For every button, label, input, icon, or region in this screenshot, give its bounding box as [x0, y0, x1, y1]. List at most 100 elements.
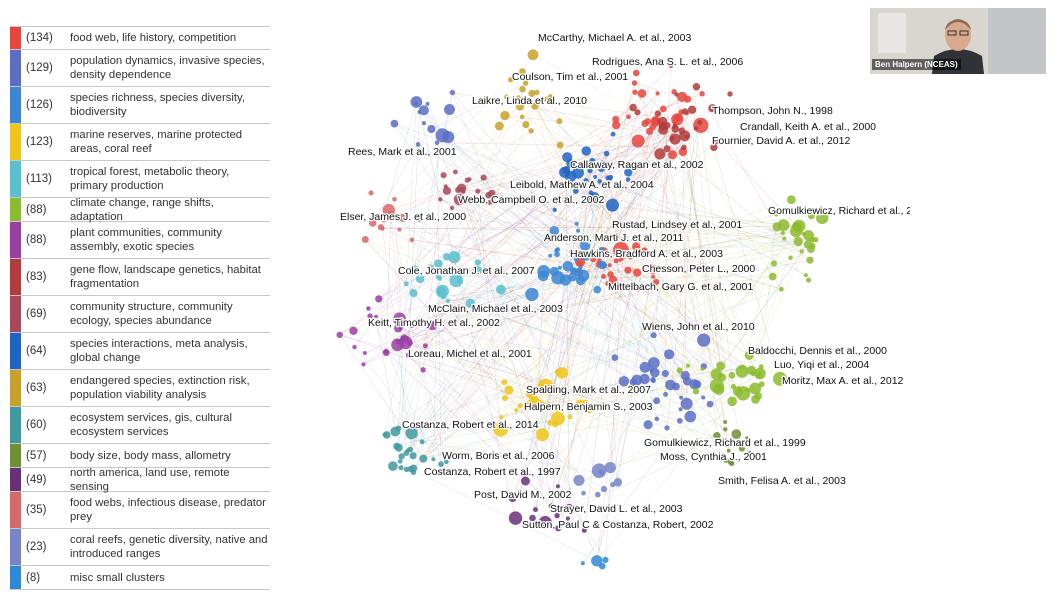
network-edge — [423, 384, 671, 459]
network-edge — [683, 147, 721, 366]
legend-row: (69) community structure, community ecolo… — [10, 296, 270, 333]
network-edge — [380, 226, 555, 231]
network-node — [517, 403, 523, 409]
network-edge — [431, 128, 743, 449]
network-node — [352, 344, 357, 350]
network-edge — [363, 147, 684, 365]
network-node — [801, 232, 806, 236]
network-edge — [576, 258, 718, 387]
network-node — [465, 298, 475, 308]
network-edge — [405, 267, 560, 343]
network-node — [671, 113, 684, 126]
legend-label: coral reefs, genetic diversity, native a… — [70, 534, 268, 560]
network-edge — [406, 283, 743, 372]
legend-row: (57) body size, body mass, allometry — [10, 444, 270, 468]
network-node — [808, 212, 815, 220]
network-edge — [558, 403, 581, 529]
network-edge — [506, 96, 678, 120]
network-edge — [634, 92, 676, 140]
paper-label: Hawkins, Bradford A. et al., 2003 — [570, 248, 723, 260]
webcam-video: Ben Halpern (NCEAS) — [870, 8, 1046, 74]
paper-label: Gomulkiewicz, Richard et al., 1999 — [644, 437, 806, 449]
paper-label: Rodrigues, Ana S. L. et al., 2006 — [592, 56, 743, 68]
network-node — [555, 525, 562, 532]
network-edge — [401, 209, 555, 457]
legend-row: (8) misc small clusters — [10, 566, 270, 590]
network-nodes — [336, 49, 829, 570]
network-node — [398, 453, 405, 460]
network-edge — [533, 225, 797, 406]
network-edge — [534, 106, 680, 371]
network-edge — [440, 291, 447, 462]
paper-label: Keitt, Timothy H. et al., 2002 — [368, 317, 500, 329]
legend-row: (113) tropical forest, metabolic theory, … — [10, 161, 270, 198]
network-node — [697, 333, 711, 347]
network-edge — [537, 401, 733, 404]
network-node — [568, 272, 578, 282]
network-node — [443, 271, 448, 276]
network-edge — [612, 244, 808, 281]
network-node — [368, 190, 374, 196]
network-edge — [382, 226, 799, 229]
network-edge — [594, 197, 637, 247]
network-edge — [477, 191, 501, 430]
network-node — [528, 89, 536, 97]
network-edge — [501, 264, 603, 418]
network-node — [449, 89, 456, 96]
network-node — [425, 101, 430, 106]
network-edge — [520, 405, 603, 567]
network-node — [431, 457, 436, 462]
network-edge — [432, 294, 532, 326]
network-edge — [398, 107, 634, 448]
network-edge — [665, 125, 668, 395]
legend-row: (35) food webs, infectious disease, preda… — [10, 492, 270, 529]
network-edge — [674, 109, 693, 140]
network-node — [678, 127, 686, 134]
network-edge — [407, 191, 577, 451]
legend-row: (129) population dynamics, invasive speci… — [10, 50, 270, 87]
network-edge — [470, 302, 677, 387]
network-edge — [535, 104, 572, 253]
network-node — [453, 169, 458, 175]
paper-label: Baldocchi, Dennis et al., 2000 — [748, 345, 887, 357]
network-edge — [535, 103, 587, 152]
network-node — [473, 265, 478, 270]
network-edge — [596, 269, 654, 561]
network-node — [445, 298, 451, 304]
network-node — [573, 188, 579, 194]
network-node — [357, 213, 363, 219]
network-edge — [491, 107, 634, 194]
network-node — [803, 240, 812, 249]
network-node — [624, 168, 633, 177]
network-node — [607, 271, 614, 278]
network-node — [515, 102, 525, 111]
network-edge — [546, 391, 590, 412]
network-node — [732, 386, 743, 397]
network-edge — [666, 122, 700, 428]
network-edge — [365, 239, 599, 495]
network-edge — [532, 279, 566, 519]
network-edge — [510, 79, 807, 276]
network-node — [373, 314, 379, 319]
network-node — [676, 417, 683, 424]
network-edge — [407, 111, 420, 356]
network-node — [557, 265, 562, 270]
network-node — [499, 415, 504, 420]
network-edge — [570, 176, 783, 234]
network-node — [606, 198, 619, 212]
network-edge — [400, 323, 558, 516]
network-node — [409, 265, 419, 275]
network-node — [519, 85, 526, 93]
network-node — [770, 260, 778, 267]
network-node — [398, 325, 403, 330]
network-node — [537, 378, 554, 395]
network-node — [448, 251, 461, 264]
network-edge — [410, 468, 597, 562]
network-node — [693, 117, 709, 133]
network-edge — [532, 396, 546, 523]
network-node — [745, 436, 750, 441]
paper-label: Thompson, John N., 1998 — [712, 105, 833, 117]
legend-count: (113) — [26, 173, 52, 185]
legend-row: (60) ecosystem services, gis, cultural ec… — [10, 407, 270, 444]
network-edge — [558, 82, 635, 392]
